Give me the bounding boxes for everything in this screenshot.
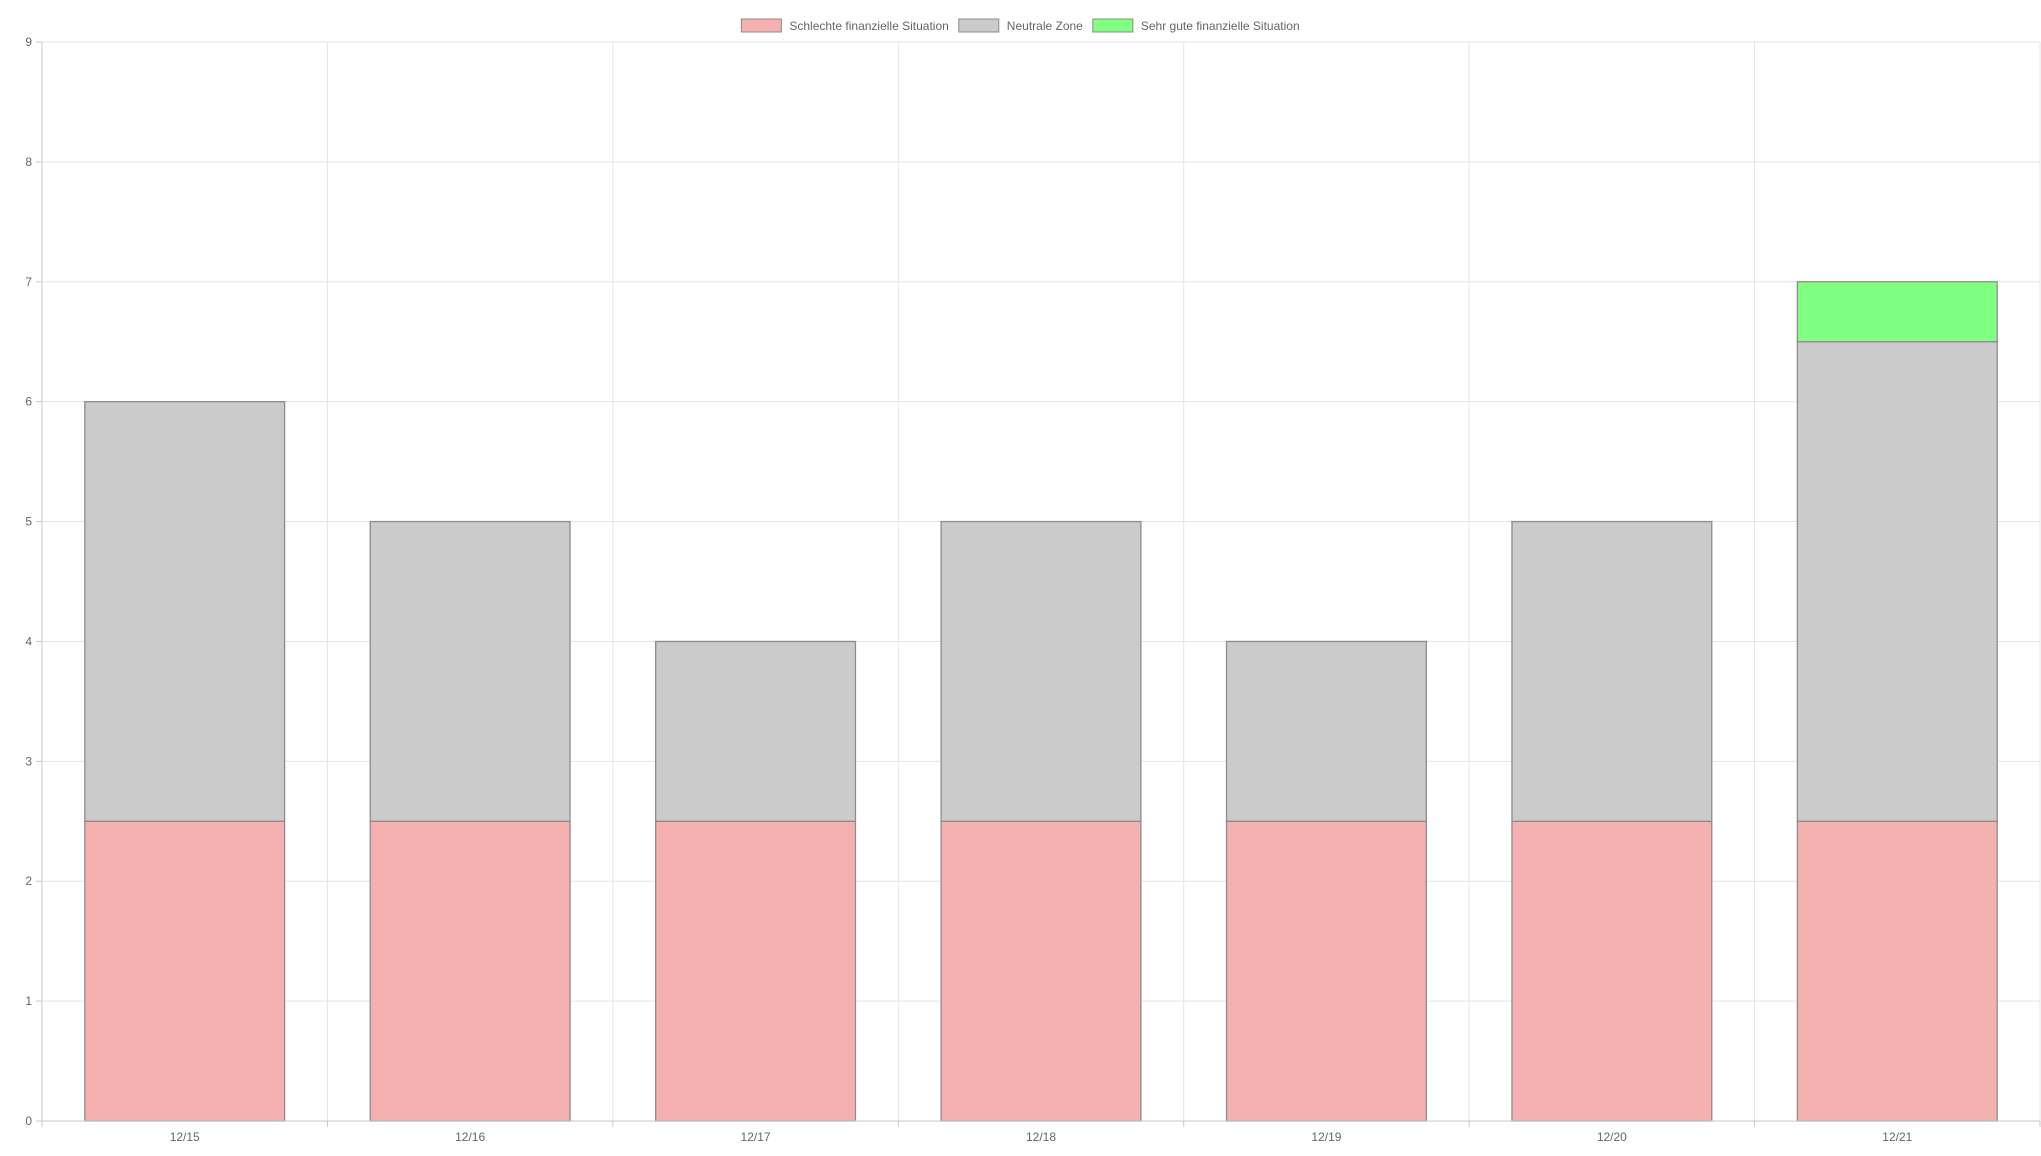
- y-tick-label: 7: [25, 275, 32, 289]
- x-tick-label: 12/17: [741, 1130, 771, 1144]
- bar-segment-12-20-series-1[interactable]: [1511, 520, 1713, 822]
- y-tick-label: 2: [25, 874, 32, 888]
- x-axis-ticks: 12/15 12/16 12/17 12/18 12/19 12/20 12/21: [41, 1121, 2041, 1144]
- x-tick-label: 12/20: [1597, 1130, 1627, 1144]
- y-tick-label: 5: [25, 515, 32, 529]
- legend-swatch: [1092, 18, 1134, 33]
- y-tick-label: 0: [25, 1114, 32, 1128]
- y-tick-label: 6: [25, 395, 32, 409]
- bar-segment-12-18-series-1[interactable]: [940, 520, 1142, 822]
- bar-segment-12-16-series-1[interactable]: [369, 520, 571, 822]
- legend-item-1[interactable]: Neutrale Zone: [958, 18, 1083, 33]
- bar-segment-12-19-series-1[interactable]: [1225, 640, 1427, 822]
- y-tick-label: 3: [25, 754, 32, 768]
- x-tick-label: 12/18: [1026, 1130, 1056, 1144]
- y-tick-label: 8: [25, 155, 32, 169]
- y-tick-label: 4: [25, 634, 32, 648]
- bar-segment-12-19-series-0[interactable]: [1225, 820, 1427, 1122]
- legend-item-2[interactable]: Sehr gute finanzielle Situation: [1092, 18, 1300, 33]
- bar-segment-12-15-series-0[interactable]: [84, 820, 286, 1122]
- bar-segment-12-21-series-2[interactable]: [1796, 281, 1998, 343]
- legend-label: Sehr gute finanzielle Situation: [1141, 19, 1300, 33]
- bar-segment-12-17-series-1[interactable]: [655, 640, 857, 822]
- legend-item-0[interactable]: Schlechte finanzielle Situation: [740, 18, 949, 33]
- x-tick-label: 12/16: [455, 1130, 485, 1144]
- y-axis-ticks: 0 1 2 3 4 5 6 7 8 9: [25, 35, 42, 1128]
- x-tick-label: 12/21: [1882, 1130, 1912, 1144]
- bar-segment-12-16-series-0[interactable]: [369, 820, 571, 1122]
- bar-segment-12-17-series-0[interactable]: [655, 820, 857, 1122]
- legend-swatch: [958, 18, 1000, 33]
- x-tick-label: 12/15: [170, 1130, 200, 1144]
- x-tick-label: 12/19: [1311, 1130, 1341, 1144]
- bar-segment-12-20-series-0[interactable]: [1511, 820, 1713, 1122]
- bar-segment-12-21-series-1[interactable]: [1796, 341, 1998, 822]
- bars: [84, 281, 1998, 1122]
- bar-segment-12-18-series-0[interactable]: [940, 820, 1142, 1122]
- legend: Schlechte finanzielle Situation Neutrale …: [740, 18, 1300, 33]
- axes: [41, 42, 2040, 1122]
- y-tick-label: 9: [25, 35, 32, 49]
- legend-label: Neutrale Zone: [1007, 19, 1083, 33]
- bar-segment-12-15-series-1[interactable]: [84, 401, 286, 822]
- y-tick-label: 1: [25, 994, 32, 1008]
- bar-segment-12-21-series-0[interactable]: [1796, 820, 1998, 1122]
- legend-label: Schlechte finanzielle Situation: [789, 19, 948, 33]
- legend-swatch: [740, 18, 782, 33]
